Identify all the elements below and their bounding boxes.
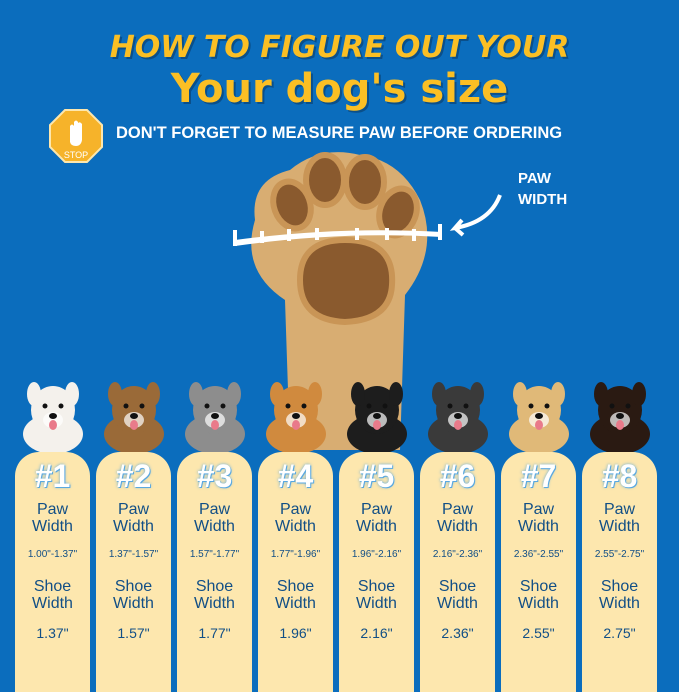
dog-photo-5 <box>347 382 407 452</box>
paw-width-heading: Paw Width <box>420 501 495 535</box>
paw-width-range: 1.96"-2.16" <box>351 549 402 560</box>
stop-sign-icon: STOP <box>49 109 103 163</box>
title-line-1: HOW TO FIGURE OUT YOUR <box>109 30 570 65</box>
width-label: Width <box>275 518 316 535</box>
dog-photo-2 <box>104 382 164 452</box>
shoe-label: Shoe <box>114 578 153 595</box>
shoe-width-value: 2.55" <box>522 625 555 641</box>
paw-width-range: 1.00"-1.37" <box>27 549 78 560</box>
paw-width-range: 2.16"-2.36" <box>432 549 483 560</box>
width-label: Width <box>599 518 640 535</box>
width-label: Width <box>437 518 478 535</box>
size-number: #2 <box>115 458 152 494</box>
size-number: #1 <box>34 458 71 494</box>
dog-photo-8 <box>590 382 650 452</box>
shoe-width-value: 2.75" <box>603 625 636 641</box>
paw-width-label-line1: PAW <box>518 170 552 187</box>
size-number: #6 <box>439 458 476 494</box>
paw-label: Paw <box>441 501 474 518</box>
shoe-width-heading: Shoe Width <box>339 578 414 612</box>
width-label: Width <box>518 518 559 535</box>
width-label: Width <box>599 595 640 612</box>
size-number: #4 <box>277 458 314 494</box>
ruler-icon <box>233 224 442 246</box>
shoe-width-value: 2.16" <box>360 625 393 641</box>
paw-width-heading: Paw Width <box>582 501 657 535</box>
paw-width-heading: Paw Width <box>339 501 414 535</box>
shoe-width-heading: Shoe Width <box>420 578 495 612</box>
shoe-width-heading: Shoe Width <box>15 578 90 612</box>
shoe-label: Shoe <box>357 578 396 595</box>
shoe-width-value: 1.96" <box>279 625 312 641</box>
size-card-2: #2 Paw Width 1.37"-1.57" Shoe Width 1.57" <box>96 452 171 692</box>
paw-width-range: 2.36"-2.55" <box>513 549 564 560</box>
size-number: #7 <box>520 458 557 494</box>
shoe-width-value: 1.37" <box>36 625 69 641</box>
subtitle: DON'T FORGET TO MEASURE PAW BEFORE ORDER… <box>116 124 563 142</box>
paw-width-range: 1.77"-1.96" <box>270 549 321 560</box>
dog-photo-7 <box>509 382 569 452</box>
shoe-label: Shoe <box>519 578 558 595</box>
size-card-3: #3 Paw Width 1.57"-1.77" Shoe Width 1.77" <box>177 452 252 692</box>
shoe-width-heading: Shoe Width <box>582 578 657 612</box>
paw-width-heading: Paw Width <box>258 501 333 535</box>
width-label: Width <box>356 518 397 535</box>
size-card-5: #5 Paw Width 1.96"-2.16" Shoe Width 2.16" <box>339 452 414 692</box>
arrow-icon <box>449 194 502 237</box>
paw-width-heading: Paw Width <box>15 501 90 535</box>
paw-width-range: 1.37"-1.57" <box>108 549 159 560</box>
paw-label: Paw <box>198 501 231 518</box>
paw-width-heading: Paw Width <box>177 501 252 535</box>
paw-width-range: 2.55"-2.75" <box>594 549 645 560</box>
paw-width-label: PAW WIDTH <box>518 168 567 210</box>
stop-text: STOP <box>64 150 88 160</box>
width-label: Width <box>356 595 397 612</box>
shoe-width-value: 2.36" <box>441 625 474 641</box>
paw-label: Paw <box>117 501 150 518</box>
dog-photo-4 <box>266 382 326 452</box>
size-card-6: #6 Paw Width 2.16"-2.36" Shoe Width 2.36" <box>420 452 495 692</box>
shoe-width-heading: Shoe Width <box>96 578 171 612</box>
paw-label: Paw <box>522 501 555 518</box>
width-label: Width <box>194 595 235 612</box>
width-label: Width <box>518 595 559 612</box>
shoe-width-value: 1.77" <box>198 625 231 641</box>
shoe-label: Shoe <box>276 578 315 595</box>
shoe-label: Shoe <box>195 578 234 595</box>
paw-width-label-line2: WIDTH <box>518 191 568 208</box>
size-number: #5 <box>358 458 395 494</box>
width-label: Width <box>113 595 154 612</box>
paw-width-heading: Paw Width <box>501 501 576 535</box>
width-label: Width <box>113 518 154 535</box>
title-line-2: Your dog's size <box>170 66 509 112</box>
paw-label: Paw <box>603 501 636 518</box>
dog-photo-6 <box>428 382 488 452</box>
shoe-label: Shoe <box>438 578 477 595</box>
size-number: #3 <box>196 458 233 494</box>
paw-label: Paw <box>279 501 312 518</box>
width-label: Width <box>194 518 235 535</box>
width-label: Width <box>275 595 316 612</box>
width-label: Width <box>32 595 73 612</box>
paw-width-heading: Paw Width <box>96 501 171 535</box>
width-label: Width <box>437 595 478 612</box>
dog-photo-3 <box>185 382 245 452</box>
paw-label: Paw <box>360 501 393 518</box>
shoe-width-heading: Shoe Width <box>501 578 576 612</box>
shoe-width-value: 1.57" <box>117 625 150 641</box>
shoe-width-heading: Shoe Width <box>177 578 252 612</box>
shoe-label: Shoe <box>600 578 639 595</box>
size-card-8: #8 Paw Width 2.55"-2.75" Shoe Width 2.75" <box>582 452 657 692</box>
dog-photo-1 <box>23 382 83 452</box>
paw-width-range: 1.57"-1.77" <box>189 549 240 560</box>
paw-label: Paw <box>36 501 69 518</box>
shoe-width-heading: Shoe Width <box>258 578 333 612</box>
shoe-label: Shoe <box>33 578 72 595</box>
size-card-1: #1 Paw Width 1.00"-1.37" Shoe Width 1.37" <box>15 452 90 692</box>
size-card-4: #4 Paw Width 1.77"-1.96" Shoe Width 1.96" <box>258 452 333 692</box>
size-card-7: #7 Paw Width 2.36"-2.55" Shoe Width 2.55" <box>501 452 576 692</box>
width-label: Width <box>32 518 73 535</box>
size-number: #8 <box>601 458 638 494</box>
